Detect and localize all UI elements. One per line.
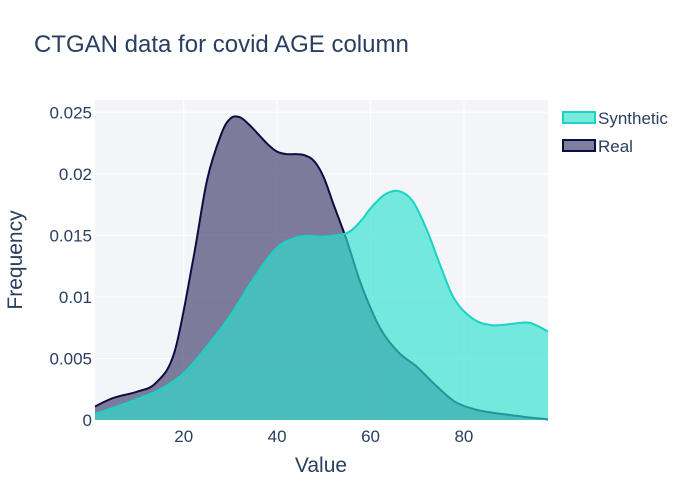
legend-label-synthetic: Synthetic (598, 109, 668, 128)
legend-item-real[interactable]: Real (562, 137, 633, 156)
x-tick-label: 20 (174, 427, 193, 446)
legend-item-synthetic[interactable]: Synthetic (562, 109, 668, 128)
y-tick-label: 0.005 (49, 349, 92, 368)
series-area-synthetic (95, 190, 548, 420)
x-tick-label: 40 (268, 427, 287, 446)
series-layer (94, 115, 549, 421)
legend-swatch-real (562, 139, 596, 152)
x-tick-label: 80 (454, 427, 473, 446)
y-axis-ticks: 0 0.005 0.01 0.015 0.02 0.025 (49, 103, 92, 430)
legend-swatch-synthetic (562, 111, 596, 124)
chart-title: CTGAN data for covid AGE column (34, 31, 409, 58)
y-tick-label: 0.01 (59, 288, 92, 307)
y-tick-label: 0.015 (49, 226, 92, 245)
y-axis-title: Frequency (4, 210, 27, 310)
y-tick-label: 0.025 (49, 103, 92, 122)
y-tick-label: 0.02 (59, 165, 92, 184)
x-axis-title: Value (295, 454, 347, 477)
legend[interactable]: Synthetic Real (562, 109, 668, 156)
series-line-synthetic (94, 189, 549, 415)
x-tick-label: 60 (361, 427, 380, 446)
legend-label-real: Real (598, 137, 633, 156)
y-tick-label: 0 (83, 411, 92, 430)
x-axis-ticks: 20 40 60 80 (174, 427, 473, 446)
